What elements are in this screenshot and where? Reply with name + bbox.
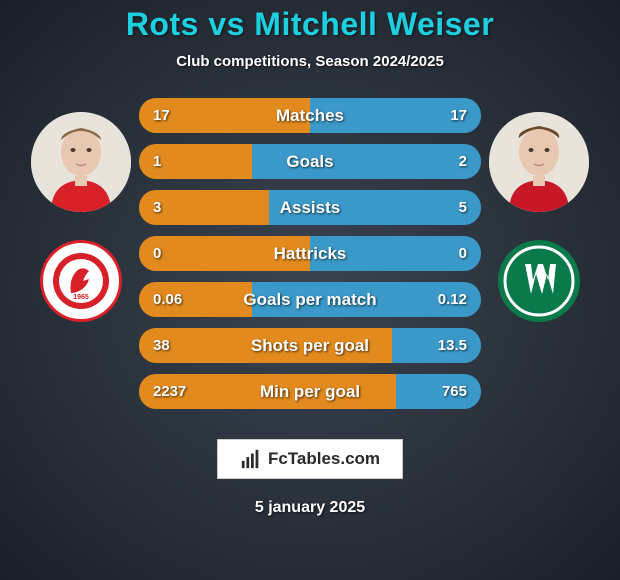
stat-label: Assists (139, 198, 481, 218)
date-label: 5 january 2025 (255, 499, 365, 517)
stat-label: Goals per match (139, 290, 481, 310)
stat-row: Hattricks0 0 (139, 236, 481, 271)
stat-value-left: 3 (153, 199, 161, 216)
stat-row: Matches17 17 (139, 98, 481, 133)
stat-value-left: 2237 (153, 383, 186, 400)
brand-badge: FcTables.com (217, 439, 403, 479)
stat-value-right: 5 (459, 199, 467, 216)
stat-value-right: 13.5 (438, 337, 467, 354)
vs-separator: vs (208, 6, 245, 42)
stat-value-right: 17 (450, 107, 467, 124)
player1-name: Rots (126, 6, 199, 42)
stat-row: Assists3 5 (139, 190, 481, 225)
stat-row: Shots per goal38 13.5 (139, 328, 481, 363)
club1-icon: 1965 (51, 251, 111, 311)
player2-avatar (489, 112, 589, 212)
stat-row: Min per goal2237 765 (139, 374, 481, 409)
brand-text: FcTables.com (268, 449, 380, 469)
page-title: Rots vs Mitchell Weiser (126, 6, 494, 43)
stat-value-left: 1 (153, 153, 161, 170)
stat-value-right: 0 (459, 245, 467, 262)
subtitle: Club competitions, Season 2024/2025 (176, 53, 444, 70)
stat-label: Shots per goal (139, 336, 481, 356)
comparison-card: Rots vs Mitchell Weiser Club competition… (0, 0, 620, 580)
club2-icon (498, 240, 580, 322)
stat-label: Goals (139, 152, 481, 172)
stat-row: Goals per match0.06 0.12 (139, 282, 481, 317)
stat-value-left: 0.06 (153, 291, 182, 308)
player2-name: Mitchell Weiser (254, 6, 494, 42)
svg-text:1965: 1965 (73, 294, 89, 301)
stat-label: Min per goal (139, 382, 481, 402)
stat-value-right: 765 (442, 383, 467, 400)
person-icon (31, 112, 131, 212)
stat-value-right: 2 (459, 153, 467, 170)
stat-value-right: 0.12 (438, 291, 467, 308)
stat-value-left: 38 (153, 337, 170, 354)
chart-icon (240, 448, 262, 470)
stat-label: Hattricks (139, 244, 481, 264)
club2-badge (498, 240, 580, 322)
stat-value-left: 17 (153, 107, 170, 124)
left-column: 1965 (31, 98, 131, 322)
stats-area: 1965 Matches17 17 Goals1 2 Assists3 5 Hattrick… (0, 98, 620, 409)
right-column (489, 98, 589, 322)
stat-label: Matches (139, 106, 481, 126)
stats-list: Matches17 17 Goals1 2 Assists3 5 Hattricks0 0 Go… (139, 98, 481, 409)
player1-avatar (31, 112, 131, 212)
stat-row: Goals1 2 (139, 144, 481, 179)
person-icon (489, 112, 589, 212)
stat-value-left: 0 (153, 245, 161, 262)
club1-badge: 1965 (40, 240, 122, 322)
